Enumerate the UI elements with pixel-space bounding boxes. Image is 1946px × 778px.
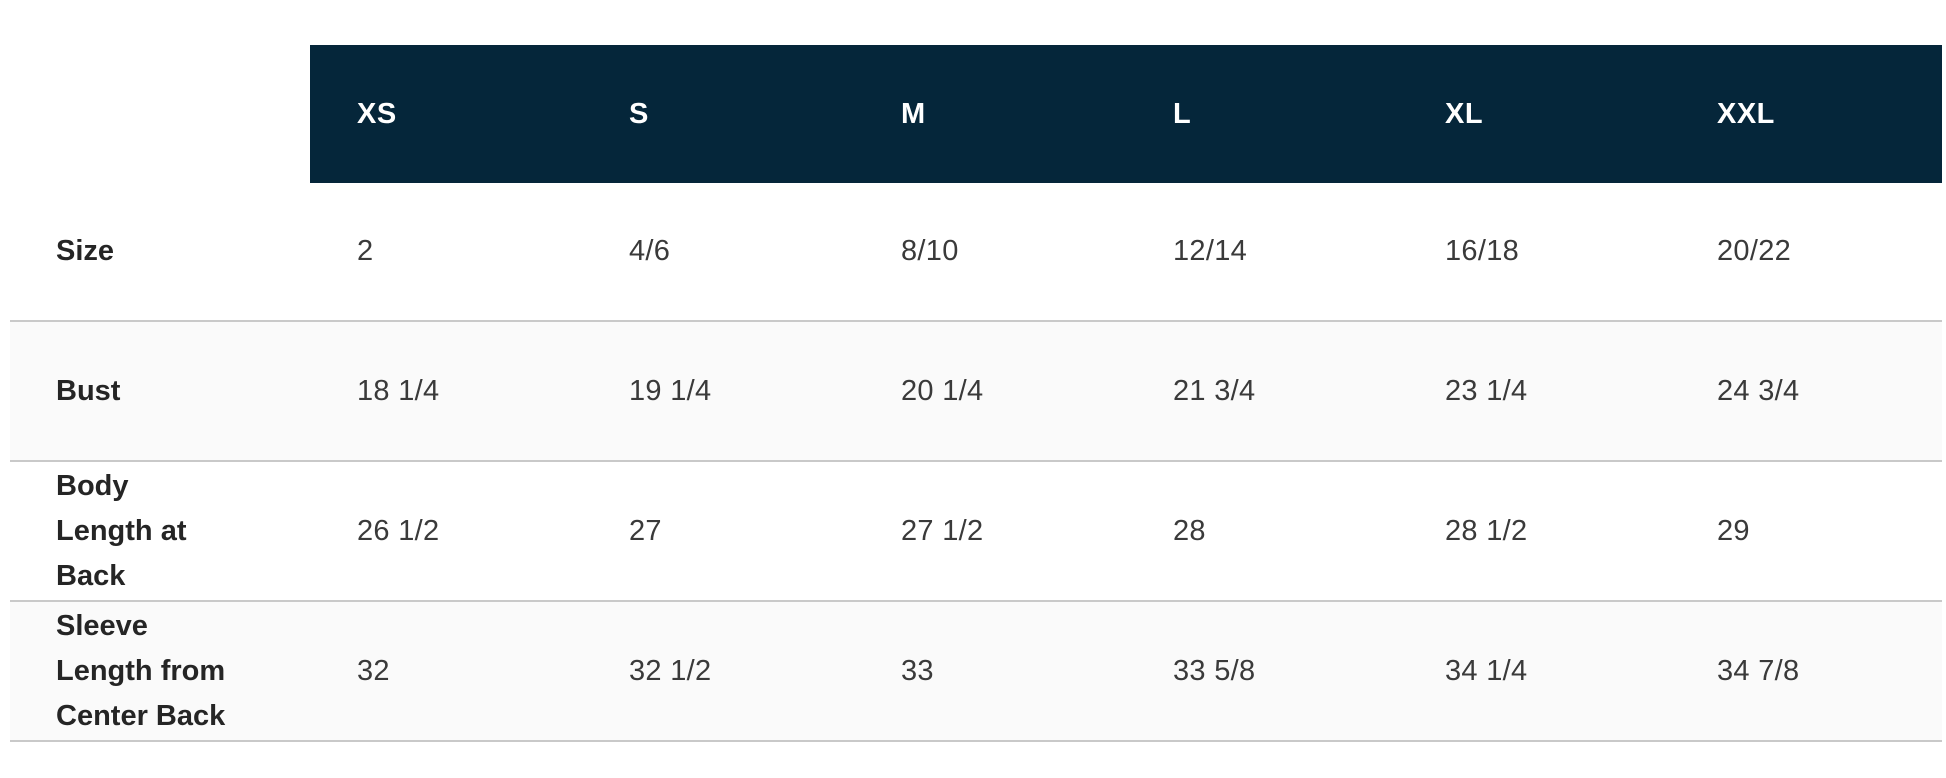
header-corner-cell xyxy=(10,45,310,183)
measurement-value: 32 1/2 xyxy=(582,600,854,742)
measurement-value: 27 1/2 xyxy=(854,460,1126,601)
measurement-value: 12/14 xyxy=(1173,235,1248,267)
measurement-value: 26 1/2 xyxy=(310,460,582,601)
row-label: Body Length at Back xyxy=(10,460,310,601)
table-row: Sleeve Length from Center Back 32 32 1/2 33… xyxy=(10,600,1942,742)
measurement-value: 32 xyxy=(310,600,582,742)
row-label: Size xyxy=(56,235,115,267)
size-column-header: XXL xyxy=(1670,45,1942,183)
measurement-value: 21 3/4 xyxy=(1126,320,1398,461)
measurement-value: 20 1/4 xyxy=(854,320,1126,461)
measurement-value: 34 1/4 xyxy=(1398,600,1670,742)
size-column-header: XL xyxy=(1398,45,1670,183)
measurement-value: 8/10 xyxy=(901,235,959,267)
measurement-value: 2 xyxy=(357,235,374,267)
size-column-header: S xyxy=(582,45,854,183)
measurement-value: 18 1/4 xyxy=(310,320,582,461)
header-row: XS S M L XL XXL xyxy=(10,45,1942,183)
measurement-value: 33 xyxy=(854,600,1126,742)
measurement-value: 24 3/4 xyxy=(1670,320,1942,461)
table-row: Size 2 4/6 8/10 12/14 16/18 20/22 xyxy=(10,183,1942,321)
measurement-value: 33 5/8 xyxy=(1126,600,1398,742)
measurement-value: 27 xyxy=(582,460,854,601)
size-chart-table: XS S M L XL XXL Size 2 4/6 8/10 12/14 16/18 20/22 Bu… xyxy=(10,45,1942,742)
size-column-header: L xyxy=(1126,45,1398,183)
measurement-value: 28 xyxy=(1126,460,1398,601)
size-column-header: XS xyxy=(310,45,582,183)
row-label: Bust xyxy=(10,320,310,461)
measurement-value: 19 1/4 xyxy=(582,320,854,461)
size-chart-body: Size 2 4/6 8/10 12/14 16/18 20/22 Bust 18 1/4 19 … xyxy=(10,183,1942,742)
row-label: Sleeve Length from Center Back xyxy=(10,600,310,742)
measurement-value: 4/6 xyxy=(629,235,671,267)
measurement-value: 34 7/8 xyxy=(1670,600,1942,742)
measurement-value: 29 xyxy=(1670,460,1942,601)
table-row: Bust 18 1/4 19 1/4 20 1/4 21 3/4 23 1/4 24 3/4 xyxy=(10,320,1942,461)
measurement-value: 20/22 xyxy=(1717,235,1792,267)
size-chart-header: XS S M L XL XXL xyxy=(10,45,1942,183)
measurement-value: 16/18 xyxy=(1445,235,1520,267)
measurement-value: 28 1/2 xyxy=(1398,460,1670,601)
measurement-value: 23 1/4 xyxy=(1398,320,1670,461)
table-row: Body Length at Back 26 1/2 27 27 1/2 28 28 1/… xyxy=(10,460,1942,601)
size-column-header: M xyxy=(854,45,1126,183)
